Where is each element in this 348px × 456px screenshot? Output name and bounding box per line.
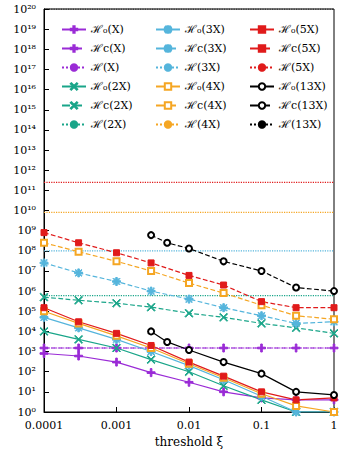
svg-text:10¹⁸: 10¹⁸ xyxy=(13,43,36,56)
svg-text:ℋ(4X): ℋ(4X) xyxy=(184,118,220,131)
svg-text:10⁷: 10⁷ xyxy=(18,264,37,277)
svg-text:0.001: 0.001 xyxy=(101,419,133,432)
svg-text:10¹⁶: 10¹⁶ xyxy=(13,83,36,96)
svg-text:ℋc(X): ℋc(X) xyxy=(90,42,126,55)
svg-text:ℋ₀(3X): ℋ₀(3X) xyxy=(184,23,225,36)
svg-text:10¹⁷: 10¹⁷ xyxy=(13,63,36,76)
svg-text:0.1: 0.1 xyxy=(253,419,271,432)
svg-text:10²⁰: 10²⁰ xyxy=(13,3,36,16)
svg-text:ℋ(13X): ℋ(13X) xyxy=(278,118,321,131)
svg-text:10⁶: 10⁶ xyxy=(18,285,37,298)
svg-text:ℋ(5X): ℋ(5X) xyxy=(278,61,314,74)
svg-text:ℋc(4X): ℋc(4X) xyxy=(184,99,227,112)
svg-text:ℋc(5X): ℋc(5X) xyxy=(278,42,321,55)
svg-text:10²: 10² xyxy=(18,365,36,378)
svg-text:ℋc(13X): ℋc(13X) xyxy=(278,99,328,112)
svg-text:10³: 10³ xyxy=(18,345,36,358)
svg-text:10¹²: 10¹² xyxy=(13,164,36,177)
svg-text:ℋ₀(2X): ℋ₀(2X) xyxy=(90,80,131,93)
svg-text:ℋ(2X): ℋ(2X) xyxy=(90,118,126,131)
svg-text:10¹⁴: 10¹⁴ xyxy=(13,123,36,136)
svg-text:10¹⁹: 10¹⁹ xyxy=(13,23,36,36)
svg-text:ℋc(2X): ℋc(2X) xyxy=(90,99,133,112)
svg-text:ℋ₀(4X): ℋ₀(4X) xyxy=(184,80,225,93)
svg-text:0.01: 0.01 xyxy=(177,419,202,432)
svg-text:ℋ₀(13X): ℋ₀(13X) xyxy=(278,80,326,93)
svg-text:ℋ(3X): ℋ(3X) xyxy=(184,61,220,74)
svg-text:10⁴: 10⁴ xyxy=(18,325,37,338)
svg-text:10⁰: 10⁰ xyxy=(18,406,37,419)
svg-text:10⁹: 10⁹ xyxy=(18,224,37,237)
svg-text:10¹⁵: 10¹⁵ xyxy=(13,103,36,116)
svg-text:10¹: 10¹ xyxy=(18,385,36,398)
svg-text:ℋ₀(X): ℋ₀(X) xyxy=(90,23,124,36)
svg-text:10⁵: 10⁵ xyxy=(18,305,36,318)
svg-text:10¹⁰: 10¹⁰ xyxy=(13,204,36,217)
svg-text:10¹³: 10¹³ xyxy=(13,144,36,157)
svg-text:10¹¹: 10¹¹ xyxy=(13,184,36,197)
svg-text:0.0001: 0.0001 xyxy=(25,419,64,432)
svg-text:ℋc(3X): ℋc(3X) xyxy=(184,42,227,55)
svg-text:threshold ξ: threshold ξ xyxy=(155,435,224,449)
svg-text:10⁸: 10⁸ xyxy=(18,244,37,257)
svg-text:ℋ₀(5X): ℋ₀(5X) xyxy=(278,23,319,36)
svg-text:1: 1 xyxy=(331,419,338,432)
svg-text:ℋ(X): ℋ(X) xyxy=(90,61,119,74)
